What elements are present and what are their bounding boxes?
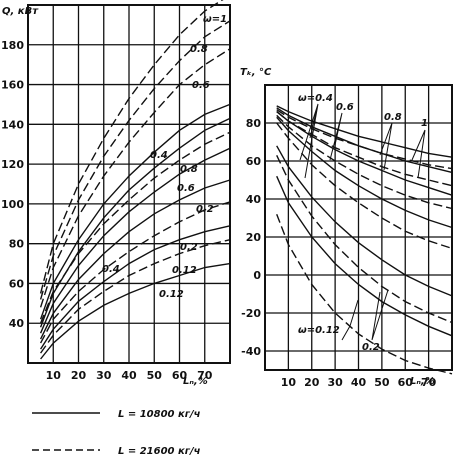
x-tick-label: 20 [71, 369, 87, 382]
y-tick-label: 0 [253, 269, 261, 282]
y-ticks-right: 80 60 40 20 0 -20 -40 [241, 117, 261, 358]
y-axis-label-left: Q, кВт [2, 6, 39, 17]
x-tick-label: 20 [304, 376, 320, 389]
series-line-dashed-0-12 [40, 239, 231, 354]
annotation-leader-lines [299, 103, 426, 341]
annotation-0-4-dashed: 0.4 [150, 150, 168, 161]
y-tick-label: 180 [1, 39, 24, 52]
series-line-solid-1 [276, 105, 453, 158]
annotation-0-4-solid: 0.4 [102, 264, 120, 275]
series-line-dashed-0-2 [39, 201, 231, 344]
series-line-dashed-0-8 [276, 111, 453, 187]
annotation-0-2-right: 0.2 [362, 342, 380, 353]
annotation-0-2-dashed: 0.2 [196, 204, 214, 215]
annotation-0-2-solid: 0.2 [180, 242, 198, 253]
x-tick-label: 30 [96, 369, 112, 382]
annotation-0-6-solid: 0.6 [177, 183, 195, 194]
y-tick-label: 80 [9, 238, 25, 251]
x-tick-label: 70 [197, 369, 213, 382]
series-line-dashed-0-8 [39, 20, 231, 300]
y-tick-label: 20 [246, 231, 262, 244]
series-line-dashed-0-6 [276, 114, 453, 210]
series-line-dashed-0-2 [276, 155, 453, 324]
series-line-solid-0-2 [40, 225, 231, 350]
series-line-solid-0-4 [276, 116, 453, 229]
legend-dashed-label: L = 21600 кг/ч [118, 446, 201, 457]
series-line-solid-0-8 [39, 117, 231, 328]
annotations-right: ω=0.4 0.6 0.8 1 ω=0.12 0.2 [298, 93, 428, 353]
chart-tk-temperature: 10 20 30 40 50 60 70 80 60 40 20 0 -20 -40 Tₖ, °С Lₙ… [240, 67, 453, 389]
x-tick-label: 40 [121, 369, 137, 382]
x-axis-label-left: Lₙ,% [183, 376, 208, 387]
y-tick-label: 140 [1, 118, 24, 131]
y-tick-label: -20 [241, 307, 261, 320]
series-line-solid--1 [39, 103, 231, 320]
series-line-dashed-0-12 [276, 213, 453, 375]
series-line-solid-0-6 [276, 111, 453, 196]
annotation-0-6-dashed: 0.6 [192, 80, 210, 91]
x-axis-label-right: Lₙ,% [410, 376, 435, 387]
series-line-dashed-0-6 [39, 48, 231, 308]
series-line-solid-0-4 [39, 179, 231, 340]
x-tick-label: 40 [351, 376, 367, 389]
y-axis-label-right: Tₖ, °С [240, 67, 272, 78]
annotation-omega-0-4: ω=0.4 [298, 93, 333, 104]
y-tick-label: 60 [246, 155, 262, 168]
x-tick-label: 30 [327, 376, 343, 389]
series-line-dashed--1 [39, 0, 224, 294]
x-tick-label: 50 [147, 369, 163, 382]
annotation-0-8-dashed: 0.8 [190, 44, 208, 55]
annotation-omega-0-12: ω=0.12 [298, 325, 340, 336]
series-line-solid-0-12 [276, 175, 453, 337]
y-ticks-left: 40 60 80 100 120 140 160 180 [1, 39, 24, 330]
annotation-0-12-solid: 0.12 [159, 289, 184, 300]
series-line-dashed-0-4 [39, 131, 231, 324]
annotation-0-6-right: 0.6 [336, 102, 354, 113]
y-tick-label: 100 [1, 198, 24, 211]
x-tick-label: 10 [281, 376, 297, 389]
x-tick-label: 50 [374, 376, 390, 389]
y-tick-label: 160 [1, 79, 24, 92]
annotation-omega-1: ω=1 [203, 14, 227, 25]
x-tick-label: 70 [421, 376, 437, 389]
series-line-solid-0-12 [40, 262, 231, 360]
y-tick-label: -40 [241, 345, 261, 358]
series-line-dashed-0-4 [276, 122, 453, 250]
x-tick-label: 60 [172, 369, 188, 382]
annotations-left: ω=1 0.8 0.6 0.4 0.8 0.6 0.2 0.4 0.2 0.12… [102, 14, 227, 300]
y-tick-label: 40 [9, 317, 25, 330]
annotation-1-right: 1 [421, 118, 428, 129]
x-tick-label: 60 [398, 376, 414, 389]
grid-left [28, 5, 230, 363]
annotation-0-12-dashed: 0.12 [172, 265, 197, 276]
annotation-0-8-right: 0.8 [384, 112, 402, 123]
y-tick-label: 80 [246, 117, 262, 130]
chart-q-power: 10 20 30 40 50 60 70 40 60 80 100 120 140 160 180 Q, … [1, 0, 231, 387]
annotation-0-8-solid: 0.8 [180, 164, 198, 175]
x-ticks-left: 10 20 30 40 50 60 70 [46, 369, 213, 382]
series-group-left [39, 0, 231, 360]
x-tick-label: 10 [46, 369, 62, 382]
series-line-solid-0-6 [39, 147, 231, 334]
y-tick-label: 40 [246, 193, 262, 206]
legend-solid-label: L = 10800 кг/ч [118, 409, 201, 420]
series-line-solid-0-8 [276, 107, 453, 174]
series-line-solid-0-2 [276, 145, 453, 297]
series-group-right [276, 105, 453, 375]
legend: L = 10800 кг/ч L = 21600 кг/ч [32, 409, 201, 457]
x-ticks-right: 10 20 30 40 50 60 70 [281, 376, 437, 389]
y-tick-label: 120 [1, 158, 24, 171]
y-tick-label: 60 [9, 277, 25, 290]
